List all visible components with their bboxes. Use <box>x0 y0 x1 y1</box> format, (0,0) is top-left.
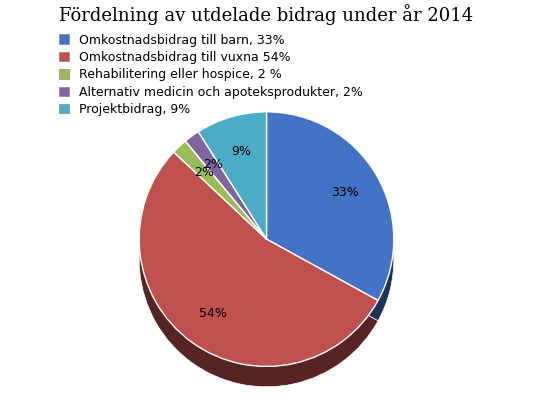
Title: Fördelning av utdelade bidrag under år 2014: Fördelning av utdelade bidrag under år 2… <box>60 4 473 25</box>
Wedge shape <box>185 152 266 259</box>
Text: 9%: 9% <box>231 145 251 158</box>
Wedge shape <box>174 162 266 259</box>
Text: 54%: 54% <box>199 307 227 320</box>
Text: 2%: 2% <box>194 166 214 179</box>
Wedge shape <box>198 132 266 259</box>
Wedge shape <box>198 112 266 239</box>
Wedge shape <box>266 112 394 300</box>
Wedge shape <box>139 152 378 367</box>
Legend: Omkostnadsbidrag till barn, 33%, Omkostnadsbidrag till vuxna 54%, Rehabilitering: Omkostnadsbidrag till barn, 33%, Omkostn… <box>56 31 365 119</box>
Wedge shape <box>266 132 394 321</box>
Text: 2%: 2% <box>203 158 223 172</box>
Wedge shape <box>174 141 266 239</box>
Wedge shape <box>139 172 378 387</box>
Text: 33%: 33% <box>332 186 359 199</box>
Wedge shape <box>185 132 266 239</box>
